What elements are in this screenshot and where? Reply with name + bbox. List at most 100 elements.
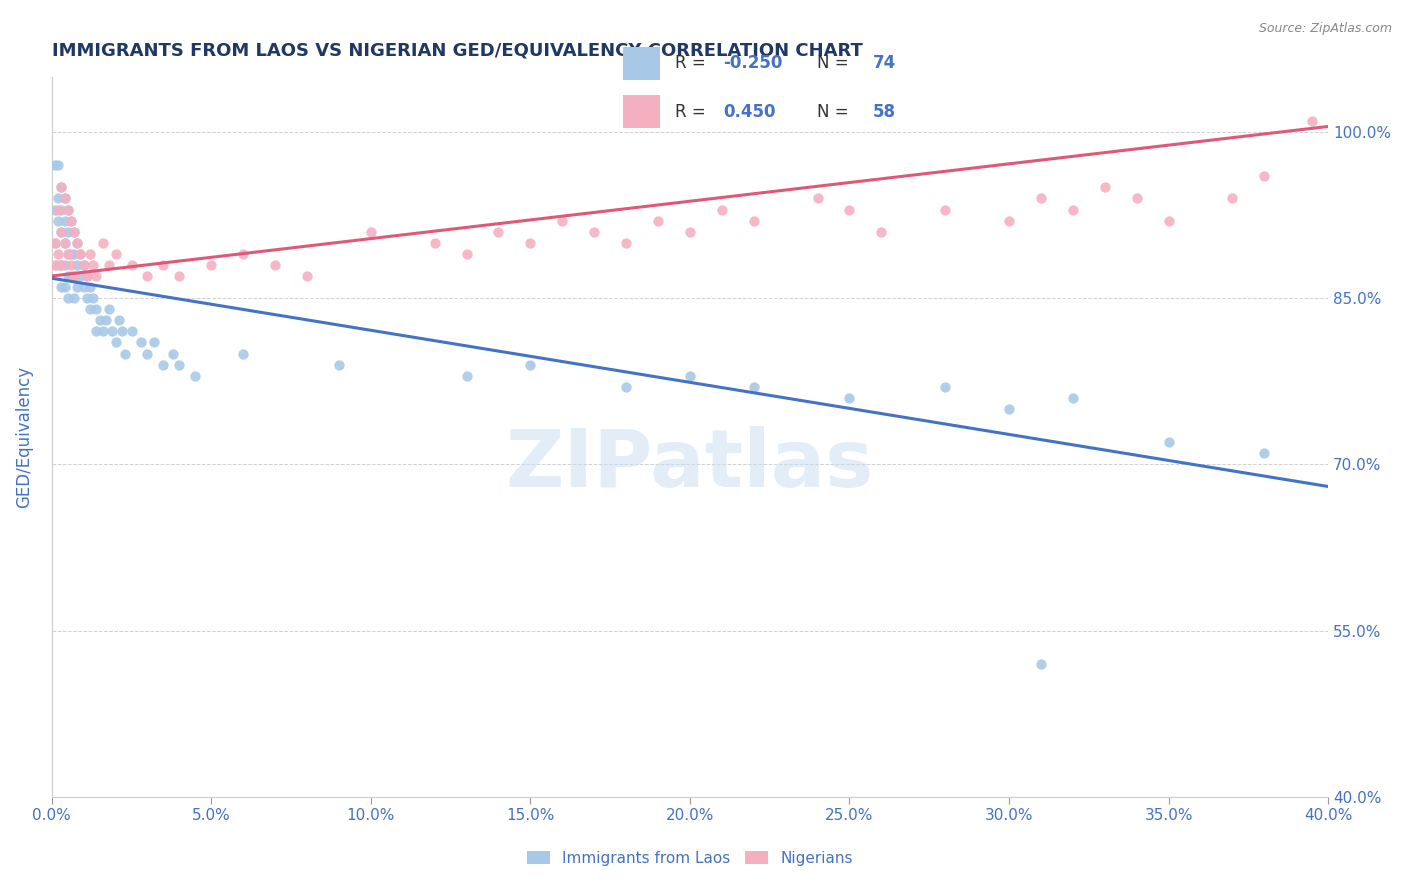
Point (94, 313, 117, 327)
Point (232, 247, 254, 261)
Point (69, 247, 91, 261)
Point (51, 180, 73, 194)
Point (59, 247, 82, 261)
Point (46, 247, 69, 261)
Point (53, 280, 76, 294)
Point (51, 202, 73, 217)
Point (53, 191, 76, 205)
Point (44, 202, 66, 217)
Text: N =: N = (817, 103, 853, 120)
Point (56, 247, 79, 261)
Point (1253, 169, 1275, 184)
Point (91, 325, 114, 339)
Point (59, 268, 82, 283)
Point (111, 325, 134, 339)
Point (136, 346, 159, 360)
Point (169, 268, 191, 283)
Point (152, 358, 174, 372)
Point (98, 302, 121, 317)
Point (46, 258, 69, 272)
Point (44, 235, 66, 250)
Point (98, 258, 121, 272)
Point (46, 213, 69, 227)
Point (69, 247, 91, 261)
Point (79, 247, 101, 261)
Point (806, 191, 828, 205)
Point (456, 368, 478, 383)
Point (59, 213, 82, 227)
Point (59, 213, 82, 227)
Point (63, 225, 86, 239)
Point (66, 235, 89, 250)
Point (91, 235, 114, 250)
Point (551, 213, 574, 227)
Point (114, 346, 136, 360)
Point (1062, 391, 1084, 405)
Point (838, 202, 860, 217)
Point (44, 235, 66, 250)
Point (63, 225, 86, 239)
Point (1157, 213, 1180, 227)
Point (679, 225, 702, 239)
Point (614, 380, 637, 394)
Bar (623, 47, 659, 79)
Point (456, 247, 478, 261)
Point (679, 368, 702, 383)
Point (742, 213, 765, 227)
Point (82, 291, 104, 305)
Point (169, 358, 191, 372)
Point (1094, 180, 1116, 194)
Point (56, 202, 79, 217)
Y-axis label: GED/Equivalency: GED/Equivalency (15, 366, 32, 508)
Point (295, 268, 318, 283)
Point (934, 380, 956, 394)
Point (162, 346, 184, 360)
Point (200, 258, 222, 272)
Point (710, 202, 733, 217)
Point (66, 258, 89, 272)
Point (63, 247, 86, 261)
Point (742, 380, 765, 394)
Point (142, 335, 165, 350)
Point (44, 258, 66, 272)
Point (838, 391, 860, 405)
Point (69, 268, 91, 283)
Point (488, 225, 510, 239)
Point (934, 202, 956, 217)
Point (53, 258, 76, 272)
Point (76, 268, 98, 283)
Point (53, 235, 76, 250)
Point (53, 213, 76, 227)
Point (63, 268, 86, 283)
Text: 74: 74 (872, 54, 896, 72)
Point (184, 368, 207, 383)
Point (44, 158, 66, 172)
Text: ZIPatlas: ZIPatlas (506, 426, 875, 505)
Point (1253, 446, 1275, 460)
Point (59, 258, 82, 272)
Point (79, 280, 101, 294)
Point (46, 202, 69, 217)
Text: 0.450: 0.450 (723, 103, 776, 120)
Point (129, 335, 152, 350)
Point (519, 358, 541, 372)
Point (56, 202, 79, 217)
Point (870, 225, 893, 239)
Point (51, 180, 73, 194)
Point (519, 235, 541, 250)
Point (89, 313, 111, 327)
Text: R =: R = (675, 54, 711, 72)
Point (998, 401, 1021, 416)
Point (63, 268, 86, 283)
Point (101, 325, 124, 339)
Point (998, 213, 1021, 227)
Point (1125, 191, 1147, 205)
Point (328, 358, 350, 372)
Point (121, 325, 143, 339)
Point (1157, 435, 1180, 450)
Point (86, 325, 108, 339)
Point (56, 225, 79, 239)
Point (1062, 202, 1084, 217)
Text: Source: ZipAtlas.com: Source: ZipAtlas.com (1258, 22, 1392, 36)
Point (51, 225, 73, 239)
